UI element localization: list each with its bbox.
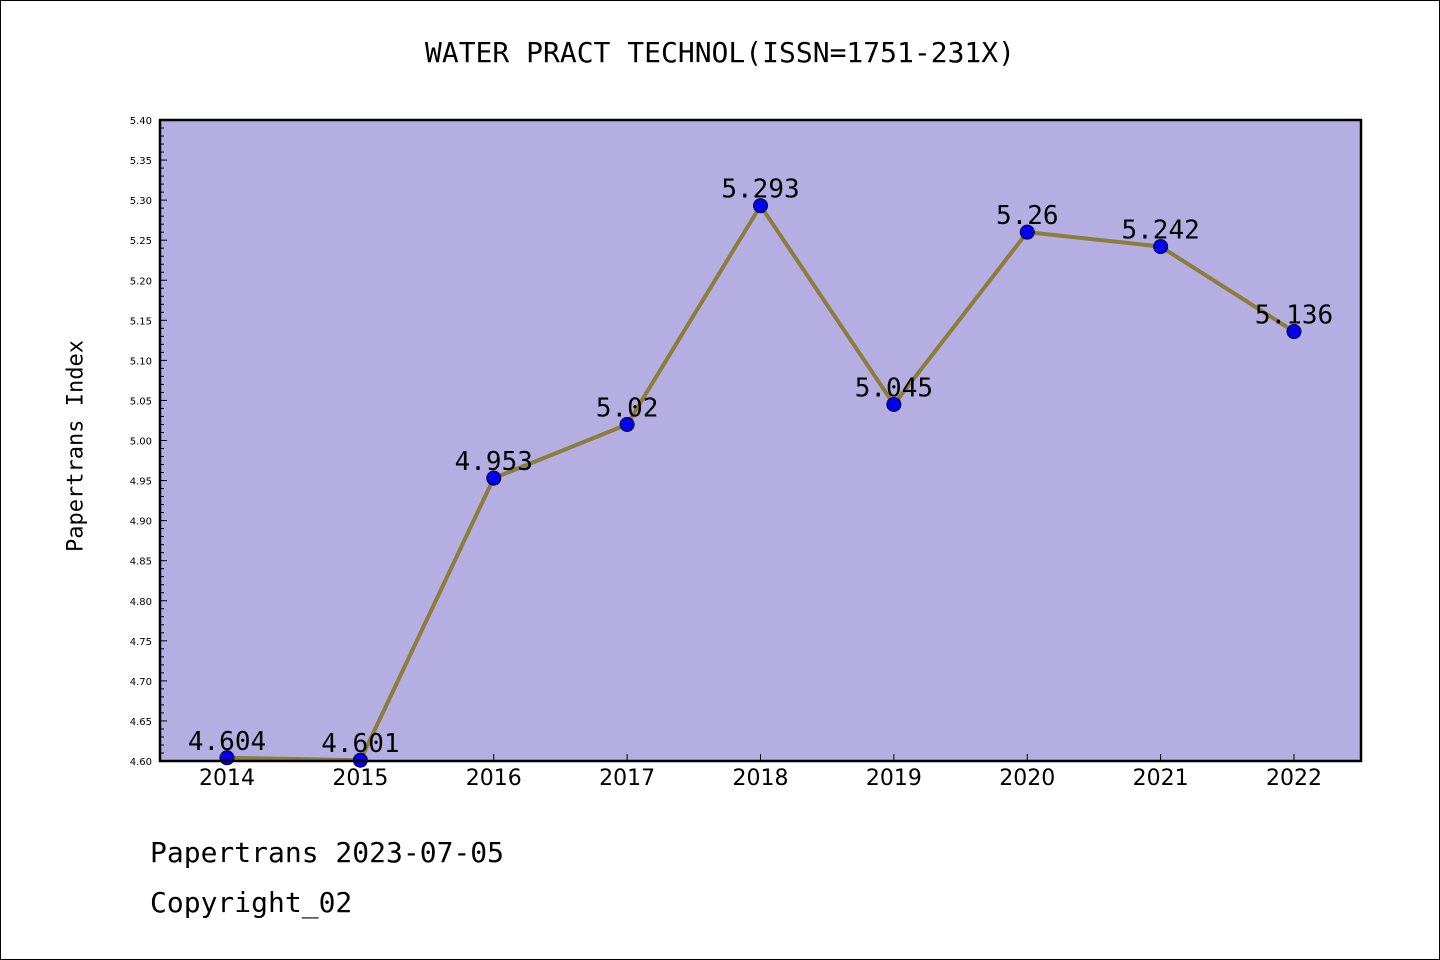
y-tick-label: 4.95 [130, 477, 152, 488]
data-point [1286, 324, 1302, 340]
y-tick-label: 5.30 [130, 196, 152, 207]
data-label: 5.136 [1255, 301, 1333, 331]
data-point [886, 396, 902, 412]
y-tick-label: 5.20 [130, 276, 152, 287]
data-point [486, 470, 502, 486]
data-point [1153, 239, 1169, 255]
x-tick-label: 2018 [733, 766, 789, 791]
data-point [1019, 224, 1035, 240]
data-label: 4.604 [188, 727, 266, 757]
y-tick-label: 4.60 [130, 757, 152, 768]
y-tick-label: 4.65 [130, 717, 152, 728]
y-tick-label: 4.80 [130, 597, 152, 608]
y-tick-label: 4.75 [130, 637, 152, 648]
data-point [753, 198, 768, 214]
y-tick-label: 5.25 [130, 236, 152, 247]
footer-date: Papertrans 2023-07-05 [150, 836, 505, 869]
data-label: 5.242 [1121, 216, 1199, 246]
y-tick-label: 5.35 [130, 156, 152, 167]
data-point [619, 416, 635, 432]
chart-title: WATER PRACT TECHNOL(ISSN=1751-231X) [424, 36, 1015, 69]
y-tick-label: 4.85 [130, 557, 152, 568]
x-tick-label: 2015 [332, 766, 388, 791]
x-tick-label: 2014 [199, 766, 255, 791]
x-tick-label: 2016 [466, 766, 522, 791]
plot-area [160, 120, 1361, 761]
data-label: 4.601 [321, 729, 399, 759]
y-tick-label: 5.05 [130, 396, 152, 407]
x-tick-label: 2021 [1133, 766, 1189, 791]
plot-border [158, 118, 1363, 763]
y-tick-label: 4.90 [130, 517, 152, 528]
x-tick-label: 2019 [866, 766, 922, 791]
data-label: 5.293 [721, 175, 799, 205]
y-tick-label: 5.40 [130, 116, 152, 127]
y-tick-label: 5.00 [130, 437, 152, 448]
data-label: 4.953 [455, 447, 533, 477]
y-tick-label: 4.70 [130, 677, 152, 688]
footer-copyright: Copyright_02 [150, 886, 353, 919]
data-label: 5.26 [996, 201, 1059, 231]
data-label: 5.045 [855, 373, 933, 403]
y-tick-label: 5.10 [130, 356, 152, 367]
x-tick-label: 2020 [999, 766, 1055, 791]
x-tick-label: 2017 [599, 766, 655, 791]
x-tick-label: 2022 [1266, 766, 1322, 791]
y-tick-label: 5.15 [130, 316, 152, 327]
data-label: 5.02 [596, 393, 659, 423]
